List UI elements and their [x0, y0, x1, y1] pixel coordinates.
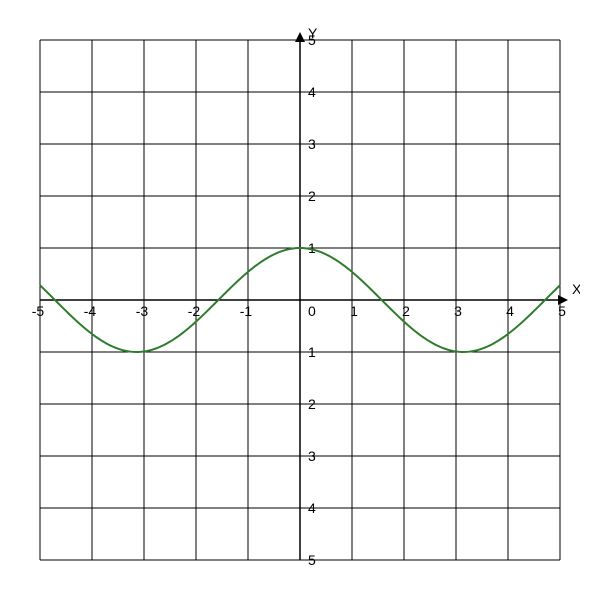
x-tick-label: -5	[32, 303, 45, 319]
x-tick-label: 3	[454, 303, 462, 319]
x-tick-label: -1	[240, 303, 253, 319]
y-tick-label: 3	[308, 448, 316, 464]
x-tick-label: -4	[84, 303, 97, 319]
y-tick-label: 1	[308, 344, 316, 360]
y-tick-label: 3	[308, 136, 316, 152]
chart-container: XY-5-4-3-2-10123451234512345	[20, 20, 580, 580]
x-axis-label: X	[572, 281, 580, 297]
y-axis-arrow	[295, 32, 305, 42]
x-tick-label: 2	[402, 303, 410, 319]
x-tick-label: -3	[136, 303, 149, 319]
x-tick-label: 0	[308, 303, 316, 319]
y-tick-label: 5	[308, 32, 316, 48]
y-tick-label: 2	[308, 188, 316, 204]
x-tick-label: -2	[188, 303, 201, 319]
cosine-chart: XY-5-4-3-2-10123451234512345	[20, 20, 580, 580]
x-tick-label: 5	[558, 303, 566, 319]
y-tick-label: 4	[308, 84, 316, 100]
x-tick-label: 1	[350, 303, 358, 319]
x-tick-label: 4	[506, 303, 514, 319]
y-tick-label: 2	[308, 396, 316, 412]
y-tick-label: 5	[308, 552, 316, 568]
y-tick-label: 4	[308, 500, 316, 516]
